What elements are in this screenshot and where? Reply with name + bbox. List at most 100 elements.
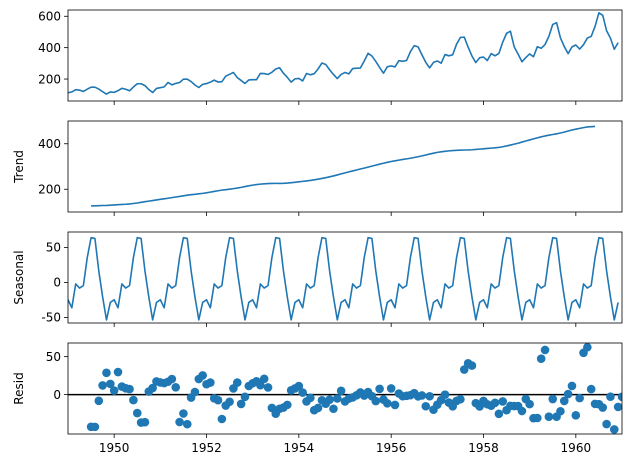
x-tick-label: 1960 — [561, 441, 592, 455]
y-tick-label: -50 — [41, 311, 61, 325]
resid-point — [263, 383, 273, 392]
resid-point — [467, 361, 477, 370]
y-tick-label: 50 — [46, 350, 61, 364]
resid-point — [217, 414, 227, 424]
plot-area — [68, 236, 619, 321]
seasonal-panel: -50 0 50 — [41, 231, 623, 327]
plot-area — [68, 343, 622, 434]
resid-point — [575, 393, 584, 403]
resid-point — [613, 402, 622, 412]
resid-point — [167, 374, 177, 384]
resid-point — [609, 425, 619, 434]
resid-point — [525, 399, 534, 409]
resid-point — [313, 403, 323, 413]
y-tick-label: 0 — [53, 276, 61, 290]
seasonal-axis-title: Seasonal — [12, 250, 26, 304]
plot-area — [68, 12, 619, 95]
resid-point — [256, 380, 265, 390]
resid-point — [621, 374, 622, 379]
resid-point — [232, 378, 242, 387]
resid-axis-title: Resid — [12, 372, 26, 404]
y-tick-label: 50 — [46, 241, 61, 255]
resid-point — [383, 399, 392, 408]
resid-point — [298, 388, 307, 397]
x-tick-label: 1950 — [99, 441, 130, 455]
resid-point — [171, 382, 181, 392]
y-tick-label: 600 — [38, 10, 61, 24]
resid-point — [517, 406, 527, 416]
resid-point — [598, 403, 608, 412]
trend-series-line — [91, 125, 596, 207]
resid-point — [190, 387, 200, 397]
resid-point — [240, 392, 250, 402]
resid-point — [213, 395, 223, 405]
axes-frame — [67, 231, 623, 324]
resid-point — [125, 384, 134, 394]
resid-point — [536, 354, 546, 364]
resid-point — [182, 419, 192, 429]
resid-point — [329, 404, 338, 414]
resid-point — [148, 383, 157, 393]
resid-point — [198, 371, 207, 380]
resid-point — [98, 381, 107, 390]
resid-point — [386, 384, 396, 393]
resid-point — [206, 378, 215, 387]
axes-frame — [67, 120, 623, 213]
trend-axis-title: Trend — [12, 150, 26, 184]
resid-point — [294, 381, 304, 391]
resid-point — [336, 386, 346, 396]
y-tick-label: 400 — [38, 137, 61, 151]
axes-frame — [67, 342, 623, 435]
resid-point — [106, 379, 115, 389]
resid-point — [109, 386, 119, 395]
resid-point — [456, 394, 465, 404]
y-tick-label: 0 — [53, 388, 61, 402]
y-tick-label: 200 — [38, 72, 61, 86]
resid-point — [498, 397, 508, 406]
observed-panel: 200 400 600 — [38, 9, 623, 105]
resid-point — [306, 393, 315, 403]
resid-point — [421, 401, 431, 411]
resid-point — [571, 411, 581, 420]
resid-point — [586, 384, 596, 394]
resid-point — [175, 417, 184, 427]
resid-point — [617, 392, 622, 402]
x-tick-label: 1954 — [284, 441, 315, 455]
resid-point — [440, 390, 450, 399]
resid-point — [606, 392, 615, 401]
resid-point — [602, 419, 611, 429]
resid-point — [425, 391, 434, 401]
resid-point — [179, 409, 188, 418]
resid-point — [544, 412, 554, 422]
resid-point — [533, 413, 542, 423]
resid-point — [417, 391, 427, 400]
resid-point — [559, 396, 569, 406]
resid-point — [129, 395, 138, 405]
y-tick-label: 200 — [38, 183, 61, 197]
resid-point — [371, 396, 381, 406]
x-tick-label: 1958 — [468, 441, 499, 455]
resid-point — [102, 368, 111, 378]
seasonal-series-line — [68, 236, 619, 321]
resid-point — [556, 406, 565, 416]
resid-point — [459, 365, 469, 374]
resid-point — [490, 398, 500, 408]
resid-point — [325, 395, 334, 405]
resid-point — [236, 399, 246, 409]
resid-point — [113, 367, 123, 377]
observed-series-line — [68, 12, 619, 95]
resid-point — [225, 397, 234, 407]
resid-point — [567, 381, 577, 391]
y-tick-label: 400 — [38, 41, 61, 55]
resid-point — [390, 400, 400, 410]
resid-point — [132, 408, 142, 418]
resid-point — [494, 409, 504, 419]
resid-point — [259, 374, 269, 384]
resid-point — [540, 345, 550, 355]
resid-point — [90, 422, 100, 432]
axes-frame — [67, 9, 623, 102]
resid-point — [548, 394, 558, 404]
resid-point — [94, 396, 104, 406]
resid-panel: 0 50 1950 1952 1954 1956 1958 1960 — [46, 342, 623, 455]
